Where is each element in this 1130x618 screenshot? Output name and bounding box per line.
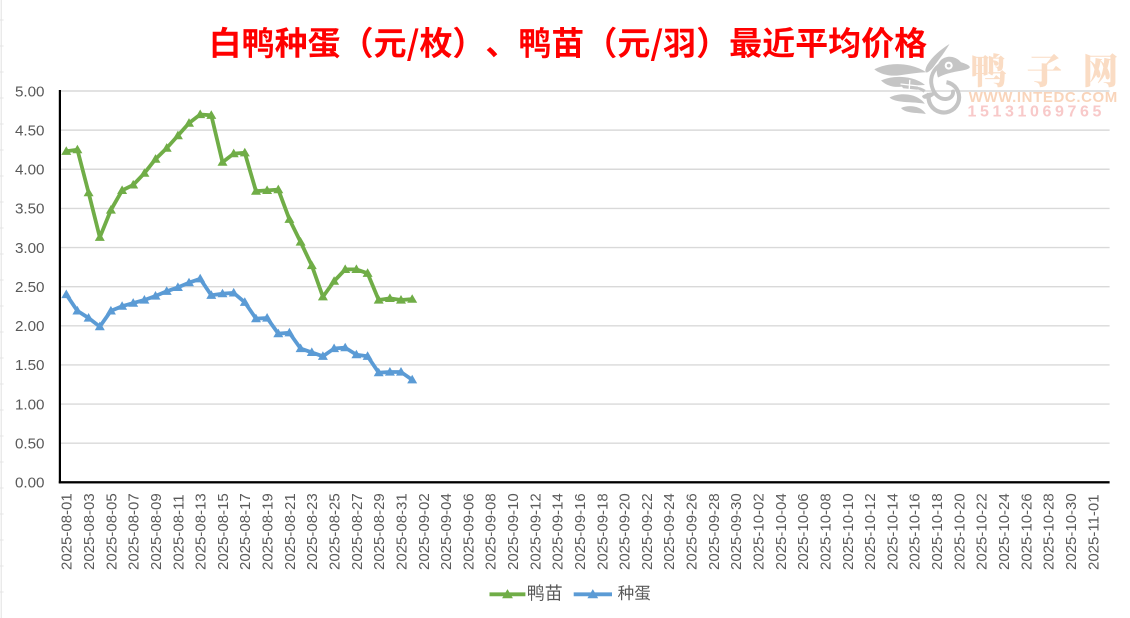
svg-text:1.00: 1.00 bbox=[15, 396, 45, 413]
svg-text:2025-08-07: 2025-08-07 bbox=[126, 493, 143, 570]
svg-text:WWW.INTEDC.COM: WWW.INTEDC.COM bbox=[969, 89, 1118, 106]
svg-text:3.50: 3.50 bbox=[15, 201, 45, 218]
svg-text:2025-09-16: 2025-09-16 bbox=[572, 493, 589, 570]
svg-text:2025-09-18: 2025-09-18 bbox=[594, 493, 611, 570]
svg-text:2025-10-12: 2025-10-12 bbox=[862, 493, 879, 570]
svg-text:2025-10-04: 2025-10-04 bbox=[773, 493, 790, 570]
svg-text:2025-10-30: 2025-10-30 bbox=[1063, 493, 1080, 570]
svg-text:2025-10-18: 2025-10-18 bbox=[929, 493, 946, 570]
svg-text:2025-08-23: 2025-08-23 bbox=[304, 493, 321, 570]
svg-text:2025-10-02: 2025-10-02 bbox=[751, 493, 768, 570]
svg-text:2025-09-30: 2025-09-30 bbox=[728, 493, 745, 570]
svg-text:2025-09-10: 2025-09-10 bbox=[505, 493, 522, 570]
svg-text:4.50: 4.50 bbox=[15, 122, 45, 139]
svg-text:2025-08-21: 2025-08-21 bbox=[282, 493, 299, 570]
svg-text:2025-08-09: 2025-08-09 bbox=[148, 493, 165, 570]
svg-text:2025-09-08: 2025-09-08 bbox=[483, 493, 500, 570]
svg-text:2025-08-11: 2025-08-11 bbox=[170, 494, 187, 570]
svg-text:2.50: 2.50 bbox=[15, 279, 45, 296]
svg-text:2025-10-28: 2025-10-28 bbox=[1041, 493, 1058, 570]
svg-text:2025-10-16: 2025-10-16 bbox=[907, 493, 924, 570]
svg-text:2025-09-06: 2025-09-06 bbox=[460, 493, 477, 570]
svg-text:2025-10-10: 2025-10-10 bbox=[840, 493, 857, 570]
svg-text:2025-11-01: 2025-11-01 bbox=[1085, 494, 1102, 570]
svg-text:2025-08-13: 2025-08-13 bbox=[193, 493, 210, 570]
svg-text:2025-08-31: 2025-08-31 bbox=[393, 493, 410, 570]
svg-text:2025-08-17: 2025-08-17 bbox=[237, 493, 254, 570]
svg-text:0.50: 0.50 bbox=[15, 436, 45, 453]
svg-text:2025-08-27: 2025-08-27 bbox=[349, 493, 366, 570]
svg-text:2025-08-01: 2025-08-01 bbox=[59, 493, 76, 570]
svg-text:2025-10-26: 2025-10-26 bbox=[1018, 493, 1035, 570]
svg-text:2025-08-15: 2025-08-15 bbox=[215, 493, 232, 570]
svg-text:2025-08-19: 2025-08-19 bbox=[260, 493, 277, 570]
svg-text:2025-10-08: 2025-10-08 bbox=[818, 493, 835, 570]
svg-text:2025-10-22: 2025-10-22 bbox=[974, 493, 991, 570]
svg-text:2.00: 2.00 bbox=[15, 318, 45, 335]
svg-text:2025-09-28: 2025-09-28 bbox=[706, 493, 723, 570]
svg-text:2025-09-02: 2025-09-02 bbox=[416, 493, 433, 570]
svg-text:2025-08-03: 2025-08-03 bbox=[81, 493, 98, 570]
svg-text:2025-09-14: 2025-09-14 bbox=[550, 493, 567, 570]
svg-text:2025-08-25: 2025-08-25 bbox=[327, 493, 344, 570]
svg-text:0.00: 0.00 bbox=[15, 475, 45, 492]
svg-text:2025-10-14: 2025-10-14 bbox=[884, 493, 901, 570]
svg-text:2025-10-06: 2025-10-06 bbox=[795, 493, 812, 570]
svg-text:2025-09-04: 2025-09-04 bbox=[438, 493, 455, 570]
svg-text:2025-10-20: 2025-10-20 bbox=[951, 493, 968, 570]
svg-text:2025-09-20: 2025-09-20 bbox=[617, 493, 634, 570]
svg-text:2025-08-29: 2025-08-29 bbox=[371, 493, 388, 570]
svg-text:5.00: 5.00 bbox=[15, 83, 45, 100]
svg-text:15131069765: 15131069765 bbox=[968, 104, 1105, 121]
svg-text:2025-09-12: 2025-09-12 bbox=[527, 493, 544, 570]
svg-text:2025-09-22: 2025-09-22 bbox=[639, 493, 656, 570]
svg-text:1.50: 1.50 bbox=[15, 357, 45, 374]
svg-text:2025-08-05: 2025-08-05 bbox=[103, 493, 120, 570]
svg-text:2025-09-26: 2025-09-26 bbox=[684, 493, 701, 570]
svg-text:2025-09-24: 2025-09-24 bbox=[661, 493, 678, 570]
svg-text:4.00: 4.00 bbox=[15, 162, 45, 179]
svg-text:2025-10-24: 2025-10-24 bbox=[996, 493, 1013, 570]
svg-text:3.00: 3.00 bbox=[15, 240, 45, 257]
